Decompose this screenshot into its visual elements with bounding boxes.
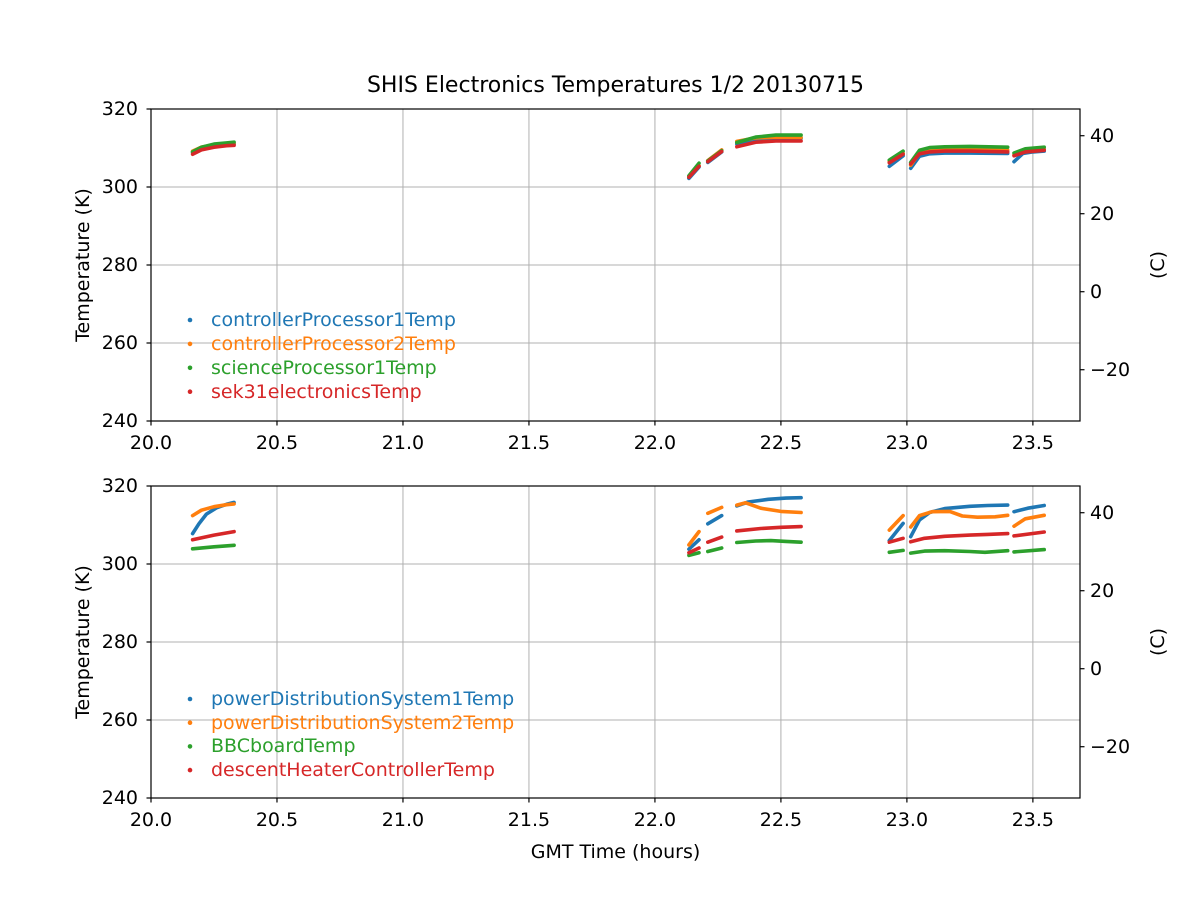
- series-descentHeaterControllerTemp: [705, 535, 724, 545]
- series-descentHeaterControllerTemp: [908, 531, 1010, 544]
- series-BBCboardTemp: [190, 543, 236, 551]
- right-y-axis-label: (C): [1147, 627, 1169, 657]
- series-descentHeaterControllerTemp: [190, 529, 236, 542]
- series-powerDistributionSystem2Temp: [705, 505, 724, 516]
- legend-label-scienceProcessor1Temp: scienceProcessor1Temp: [211, 356, 437, 379]
- series-sek31electronicsTemp: [908, 149, 1010, 166]
- legend-label-powerDistributionSystem1Temp: powerDistributionSystem1Temp: [211, 688, 515, 710]
- x-axis-label: GMT Time (hours): [530, 841, 701, 863]
- y-tick-label: 240: [101, 410, 138, 432]
- series-sek31electronicsTemp: [887, 152, 905, 165]
- series-BBCboardTemp: [705, 546, 724, 554]
- x-tick-label: 23.0: [885, 809, 929, 831]
- x-tick-label: 20.5: [255, 809, 299, 831]
- series-powerDistributionSystem2Temp: [687, 529, 701, 547]
- series-BBCboardTemp: [1012, 547, 1046, 554]
- legend-marker: [187, 767, 193, 773]
- right-tick-label: 0: [1090, 280, 1103, 303]
- x-tick-label: 21.0: [381, 432, 425, 454]
- x-tick-label: 21.5: [507, 809, 551, 831]
- right-tick-label: 40: [1090, 501, 1115, 524]
- right-tick-label: −20: [1090, 358, 1131, 381]
- series-sek31electronicsTemp: [190, 143, 236, 156]
- x-tick-label: 20.0: [129, 809, 173, 831]
- x-tick-label: 22.5: [759, 809, 803, 831]
- series-scienceProcessor1Temp: [190, 140, 236, 154]
- series-controllerProcessor1Temp: [908, 151, 1010, 171]
- right-tick-label: −20: [1090, 735, 1131, 758]
- x-tick-label: 20.5: [255, 432, 299, 454]
- y-tick-label: 320: [101, 98, 138, 120]
- series-BBCboardTemp: [734, 538, 803, 545]
- right-tick-label: 20: [1090, 579, 1115, 602]
- series-powerDistributionSystem2Temp: [1012, 513, 1046, 529]
- legend-label-controllerProcessor1Temp: controllerProcessor1Temp: [211, 309, 456, 331]
- y-axis-label: Temperature (K): [72, 565, 94, 719]
- x-tick-label: 22.0: [633, 809, 677, 831]
- series-BBCboardTemp: [908, 548, 1010, 555]
- x-tick-label: 21.0: [381, 809, 425, 831]
- y-tick-label: 320: [101, 475, 138, 497]
- series-descentHeaterControllerTemp: [734, 524, 803, 533]
- series-sek31electronicsTemp: [734, 139, 803, 149]
- series-powerDistributionSystem1Temp: [705, 513, 724, 526]
- right-tick-label: 20: [1090, 202, 1115, 225]
- series-powerDistributionSystem1Temp: [687, 537, 701, 552]
- y-tick-label: 280: [101, 631, 138, 653]
- legend-marker: [187, 317, 193, 323]
- legend-marker: [187, 696, 193, 702]
- series-scienceProcessor1Temp: [734, 133, 803, 145]
- legend-marker: [187, 720, 193, 725]
- legend-label-controllerProcessor2Temp: controllerProcessor2Temp: [211, 332, 456, 355]
- y-tick-label: 260: [101, 709, 138, 731]
- series-scienceProcessor1Temp: [908, 144, 1010, 165]
- legend-label-BBCboardTemp: BBCboardTemp: [211, 735, 356, 758]
- x-tick-label: 23.5: [1011, 432, 1055, 454]
- y-tick-label: 300: [101, 553, 138, 575]
- right-y-axis-label: (C): [1147, 250, 1169, 280]
- series-descentHeaterControllerTemp: [1012, 530, 1046, 538]
- y-tick-label: 260: [101, 332, 138, 354]
- series-powerDistributionSystem1Temp: [908, 503, 1010, 539]
- legend-label-sek31electronicsTemp: sek31electronicsTemp: [211, 380, 422, 403]
- x-tick-label: 22.0: [633, 432, 677, 454]
- series-scienceProcessor1Temp: [1012, 145, 1046, 155]
- x-tick-label: 23.0: [885, 432, 929, 454]
- y-tick-label: 300: [101, 176, 138, 198]
- legend-marker: [187, 389, 193, 395]
- series-powerDistributionSystem1Temp: [887, 521, 905, 543]
- right-tick-label: 0: [1090, 657, 1103, 680]
- legend-marker: [187, 744, 193, 749]
- legend-label-descentHeaterControllerTemp: descentHeaterControllerTemp: [211, 759, 495, 782]
- x-tick-label: 22.5: [759, 432, 803, 454]
- series-powerDistributionSystem1Temp: [1012, 503, 1046, 514]
- legend-marker: [187, 341, 193, 347]
- series-descentHeaterControllerTemp: [887, 536, 905, 545]
- series-sek31electronicsTemp: [705, 149, 724, 164]
- series-powerDistributionSystem2Temp: [887, 513, 905, 532]
- legend-marker: [187, 365, 193, 371]
- x-tick-label: 23.5: [1011, 809, 1055, 831]
- series-descentHeaterControllerTemp: [687, 546, 701, 555]
- x-tick-label: 20.0: [129, 432, 173, 454]
- series-sek31electronicsTemp: [1012, 148, 1046, 158]
- series-sek31electronicsTemp: [687, 164, 701, 180]
- y-tick-label: 280: [101, 254, 138, 276]
- right-tick-label: 40: [1090, 124, 1115, 147]
- y-tick-label: 240: [101, 787, 138, 809]
- series-powerDistributionSystem2Temp: [734, 500, 803, 515]
- x-tick-label: 21.5: [507, 432, 551, 454]
- chart-title: SHIS Electronics Temperatures 1/2 201307…: [366, 73, 865, 98]
- series-BBCboardTemp: [887, 548, 905, 555]
- series-scienceProcessor1Temp: [887, 149, 905, 162]
- y-axis-label: Temperature (K): [72, 188, 94, 342]
- series-BBCboardTemp: [687, 550, 701, 558]
- series-powerDistributionSystem2Temp: [190, 502, 236, 518]
- legend-label-powerDistributionSystem2Temp: powerDistributionSystem2Temp: [211, 711, 515, 734]
- series-powerDistributionSystem2Temp: [908, 509, 1010, 529]
